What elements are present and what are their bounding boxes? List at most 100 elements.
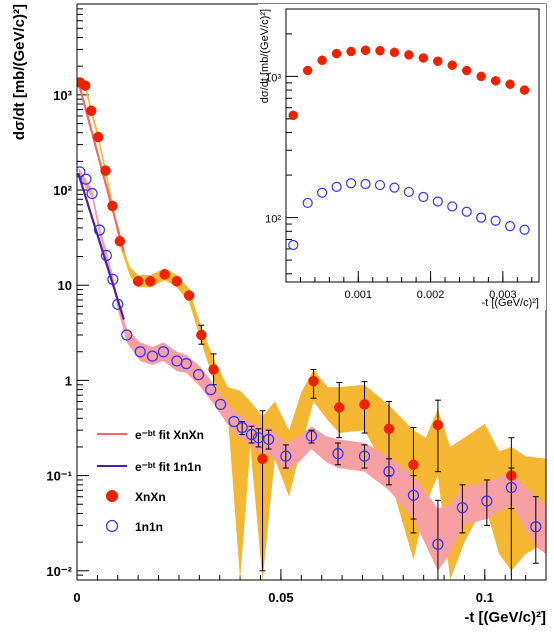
- inset-one-n-one-n-data-point: [504, 221, 516, 232]
- y-tick-label: 10³: [265, 72, 281, 84]
- xnxn-data-point: [208, 364, 219, 375]
- one-n-one-n-data-point: [121, 329, 133, 341]
- one-n-one-n-data-point: [383, 466, 395, 478]
- one-n-one-n-data-point: [305, 430, 318, 442]
- one-n-one-n-data-point: [358, 450, 371, 462]
- one-n-one-n-data-point: [134, 346, 146, 358]
- inset-xnxn-data-point: [375, 45, 385, 56]
- inset-one-n-one-n-data-point: [476, 212, 487, 223]
- legend-label: e⁻ᵇᵗ fit 1n1n: [135, 460, 201, 474]
- inset-one-n-one-n-data-point: [360, 178, 371, 190]
- legend-open-marker: [105, 519, 119, 533]
- inset-xnxn-data-point: [360, 45, 371, 56]
- one-n-one-n-data-point: [107, 273, 119, 286]
- y-tick-label: 10³: [53, 88, 72, 103]
- inset-xnxn-data-point: [476, 71, 486, 82]
- inset-one-n-one-n-data-point: [389, 182, 400, 193]
- legend-filled-marker: [106, 490, 118, 502]
- legend-label: e⁻ᵇᵗ fit XnXn: [135, 428, 204, 442]
- inset-one-n-one-n-data-point: [302, 197, 313, 209]
- one-n-one-n-fit-line: [77, 172, 125, 320]
- inset-xnxn-data-point: [317, 55, 327, 66]
- plot-frame: [285, 8, 540, 283]
- legend: e⁻ᵇᵗ fit XnXn e⁻ᵇᵗ fit 1n1n XnXn 1n1n: [97, 428, 204, 534]
- one-n-one-n-data-point: [530, 521, 542, 533]
- y-tick-label: 1: [65, 373, 72, 388]
- xnxn-data-point: [408, 459, 419, 470]
- x-tick-label: 0.003: [489, 289, 517, 301]
- one-n-one-n-data-point: [332, 448, 344, 460]
- xnxn-data-point: [114, 235, 126, 247]
- x-tick-label: 0.001: [345, 289, 373, 301]
- xnxn-data-point: [79, 80, 91, 91]
- inset-xnxn-data-point: [519, 85, 530, 95]
- xnxn-data-point: [196, 329, 207, 341]
- one-n-one-n-data-point: [481, 495, 493, 507]
- y-tick-label: 10: [58, 278, 72, 293]
- y-axis-title: dσ/dt [mb/(GeV/c)²]: [259, 9, 271, 103]
- one-n-one-n-data-point: [505, 481, 517, 494]
- x-axis-title: -t [(GeV/c)²]: [482, 297, 539, 309]
- one-n-one-n-data-point: [236, 421, 248, 434]
- xnxn-data-point: [432, 419, 444, 431]
- inset-xnxn-data-point: [346, 46, 356, 57]
- inset-xnxn-data-point: [433, 56, 443, 66]
- xnxn-data-point: [171, 276, 183, 287]
- inset-one-n-one-n-data-point: [317, 187, 328, 198]
- main-plot: 0 0.05 0.1 10⁻² 10⁻¹ 1 10 10² 10³ -t [(GeV/c)²] dσ…: [11, 3, 547, 626]
- xnxn-data-point: [132, 276, 144, 287]
- one-n-one-n-data-point: [245, 428, 258, 441]
- inset-xnxn-data-point: [447, 60, 458, 70]
- inset-xnxn-data-point: [404, 50, 414, 60]
- inset-xnxn-data-point: [505, 79, 515, 89]
- inset-one-n-one-n-data-point: [331, 181, 342, 192]
- inset-xnxn-data-point: [302, 65, 313, 76]
- inset-one-n-one-n-data-point: [288, 239, 299, 251]
- xnxn-data-point: [86, 105, 97, 117]
- inset-one-n-one-n-data-point: [374, 179, 386, 191]
- inset-background: [258, 4, 546, 310]
- one-n-one-n-data-point: [192, 369, 205, 381]
- inset-one-n-one-n-data-point: [461, 206, 472, 217]
- xnxn-fit-line: [77, 80, 125, 252]
- inset-xnxn-data-point: [288, 110, 298, 121]
- legend-label: XnXn: [135, 490, 166, 504]
- y-tick-label: 10⁻²: [46, 564, 72, 579]
- inset-xnxn-data-point: [331, 48, 342, 59]
- xnxn-data-point: [333, 402, 345, 413]
- one-n-one-n-data-point: [214, 398, 227, 410]
- xnxn-data-point: [92, 131, 104, 143]
- one-n-one-n-data-point: [407, 489, 420, 501]
- y-tick-label: 10⁻¹: [46, 469, 72, 484]
- xnxn-data-point: [159, 269, 170, 280]
- xnxn-data-point: [145, 276, 156, 287]
- inset-xnxn-data-point: [418, 53, 429, 63]
- inset-plot: 0.001 0.002 0.003 10² 10³ -t [(GeV/c)²] dσ/dt …: [258, 4, 546, 310]
- xnxn-data-point: [257, 453, 268, 465]
- one-n-one-n-data-point: [280, 450, 292, 462]
- inset-one-n-one-n-data-point: [432, 196, 443, 207]
- inset-xnxn-data-point: [461, 65, 472, 76]
- inset-one-n-one-n-data-point: [418, 191, 429, 203]
- xnxn-data-point: [308, 375, 319, 387]
- inset-one-n-one-n-data-point: [490, 215, 501, 226]
- one-n-one-n-data-point: [112, 298, 124, 310]
- main-data-layer: [77, 77, 546, 580]
- one-n-one-n-data-point: [77, 166, 86, 178]
- x-tick-label: 0.05: [268, 590, 293, 605]
- one-n-one-n-data-point: [100, 249, 112, 262]
- x-tick-label: 0: [73, 590, 80, 605]
- xnxn-data-point: [183, 290, 195, 301]
- one-n-one-n-data-point: [263, 433, 275, 445]
- inset-one-n-one-n-data-point: [519, 224, 530, 235]
- y-tick-label: 10²: [53, 183, 72, 198]
- inset-one-n-one-n-data-point: [403, 186, 414, 198]
- inset-xnxn-data-point: [389, 47, 400, 58]
- x-tick-label: 0.1: [476, 590, 494, 605]
- inset-xnxn-data-point: [490, 76, 501, 86]
- y-tick-label: 10²: [265, 214, 281, 226]
- xnxn-data-point: [359, 399, 370, 410]
- x-axis-title: -t [(GeV/c)²]: [464, 609, 546, 626]
- one-n-one-n-data-point: [80, 173, 92, 185]
